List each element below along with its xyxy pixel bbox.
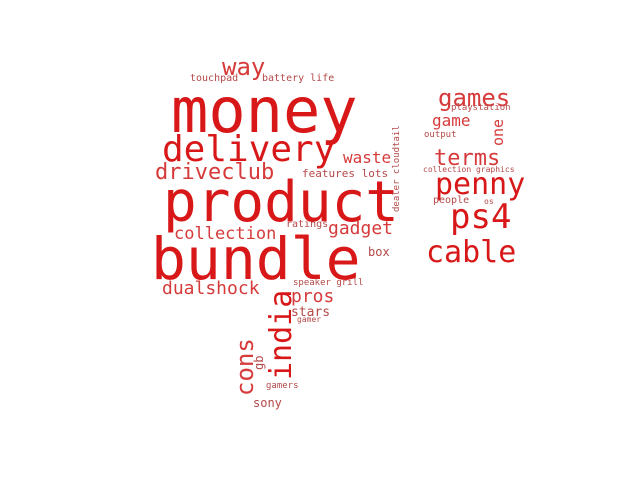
word-terms: terms <box>434 146 501 171</box>
word-way: way <box>222 53 266 81</box>
word-waste: waste <box>343 148 392 167</box>
word-collection-graphics: collection graphics <box>423 165 515 174</box>
word-playstation: playstation <box>451 103 511 113</box>
word-ps4: ps4 <box>450 197 512 237</box>
word-games: games <box>438 84 511 112</box>
word-people: people <box>433 195 470 206</box>
word-game: game <box>432 111 471 130</box>
word-money: money <box>171 74 358 147</box>
word-delivery: delivery <box>162 129 336 170</box>
word-gamer: gamer <box>297 315 322 324</box>
word-ratings: ratings <box>286 219 329 230</box>
word-driveclub: driveclub <box>155 160 275 185</box>
word-penny: penny <box>435 167 526 202</box>
word-features-lots: features lots <box>302 167 389 180</box>
word-collection: collection <box>174 224 277 244</box>
word-product: product <box>163 170 400 235</box>
word-gb: gb <box>252 355 266 370</box>
word-india: india <box>264 289 299 380</box>
word-os: os <box>484 197 494 206</box>
word-bundle: bundle <box>151 225 361 293</box>
word-output: output <box>424 130 457 140</box>
word-speaker-grill: speaker grill <box>293 278 364 288</box>
word-box: box <box>368 245 390 259</box>
word-gadget: gadget <box>328 218 394 239</box>
word-cable: cable <box>426 235 517 270</box>
word-pros: pros <box>291 286 335 307</box>
word-stars: stars <box>291 305 331 320</box>
word-sony: sony <box>253 396 282 410</box>
word-dualshock: dualshock <box>162 278 260 299</box>
word-one: one <box>489 118 507 146</box>
word-dealer-cloudtail: dealer cloudtail <box>392 125 402 212</box>
word-gamers: gamers <box>266 381 299 391</box>
word-touchpad: touchpad <box>190 73 239 84</box>
word-battery-life: battery life <box>262 73 335 84</box>
